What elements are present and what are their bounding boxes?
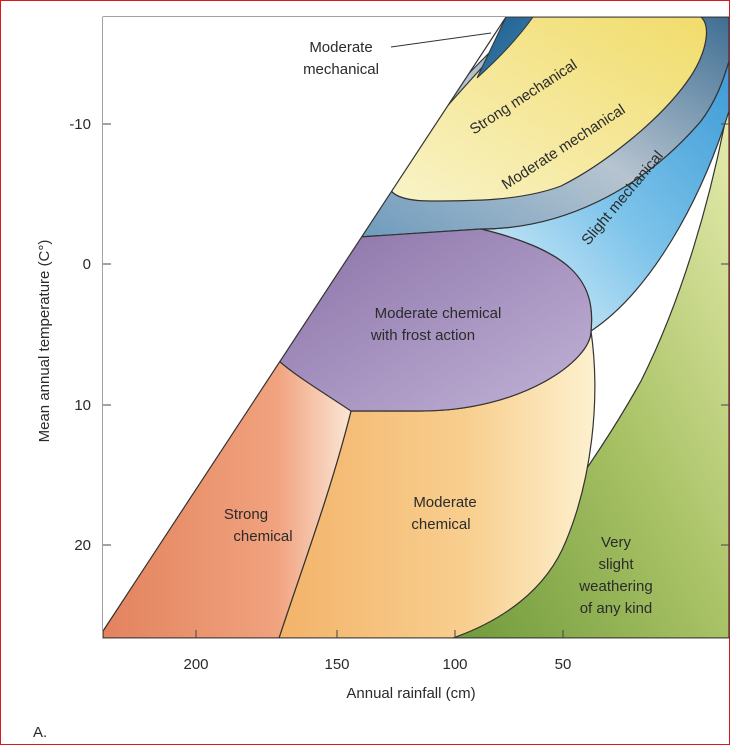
callout-line-2: mechanical: [303, 61, 379, 78]
mod-chem-line-2: chemical: [411, 516, 470, 533]
label-strong-chemical: Strong chemical: [224, 506, 293, 545]
very-slight-line-3: weathering: [578, 578, 652, 595]
label-very-slight-weathering: Very slight weathering of any kind: [578, 534, 652, 617]
x-tick-label: 100: [442, 656, 467, 673]
very-slight-line-1: Very: [601, 534, 632, 551]
diagonal-boundary: [103, 17, 507, 632]
very-slight-line-2: slight: [598, 556, 634, 573]
y-axis-title: Mean annual temperature (C°): [36, 240, 53, 443]
x-tick-label: 150: [324, 656, 349, 673]
strong-chem-line-1: Strong: [224, 506, 268, 523]
y-tick-label: 0: [83, 256, 91, 273]
y-tick-label: 10: [74, 397, 91, 414]
region-moderate-mechanical-tip: [476, 17, 534, 79]
region-moderate-chemical-frost: [278, 228, 593, 412]
mod-chem-line-1: Moderate: [413, 494, 476, 511]
y-tick-label: -10: [69, 116, 91, 133]
label-moderate-chemical: Moderate chemical: [411, 494, 476, 533]
panel-letter: A.: [33, 724, 47, 741]
x-axis-title: Annual rainfall (cm): [346, 685, 475, 702]
frost-line-2: with frost action: [370, 327, 475, 344]
label-moderate-mechanical-callout: Moderate mechanical: [303, 32, 492, 78]
x-tick-label: 200: [183, 656, 208, 673]
y-tick-label: 20: [74, 537, 91, 554]
callout-line-1: Moderate: [309, 39, 372, 56]
frost-line-1: Moderate chemical: [375, 305, 502, 322]
y-ticks: [103, 123, 729, 546]
x-tick-label: 50: [555, 656, 572, 673]
x-ticks: [195, 630, 564, 638]
strong-chem-line-2: chemical: [233, 528, 292, 545]
very-slight-line-4: of any kind: [580, 600, 653, 617]
callout-leader-line: [390, 32, 492, 48]
label-moderate-chemical-frost: Moderate chemical with frost action: [370, 305, 501, 344]
